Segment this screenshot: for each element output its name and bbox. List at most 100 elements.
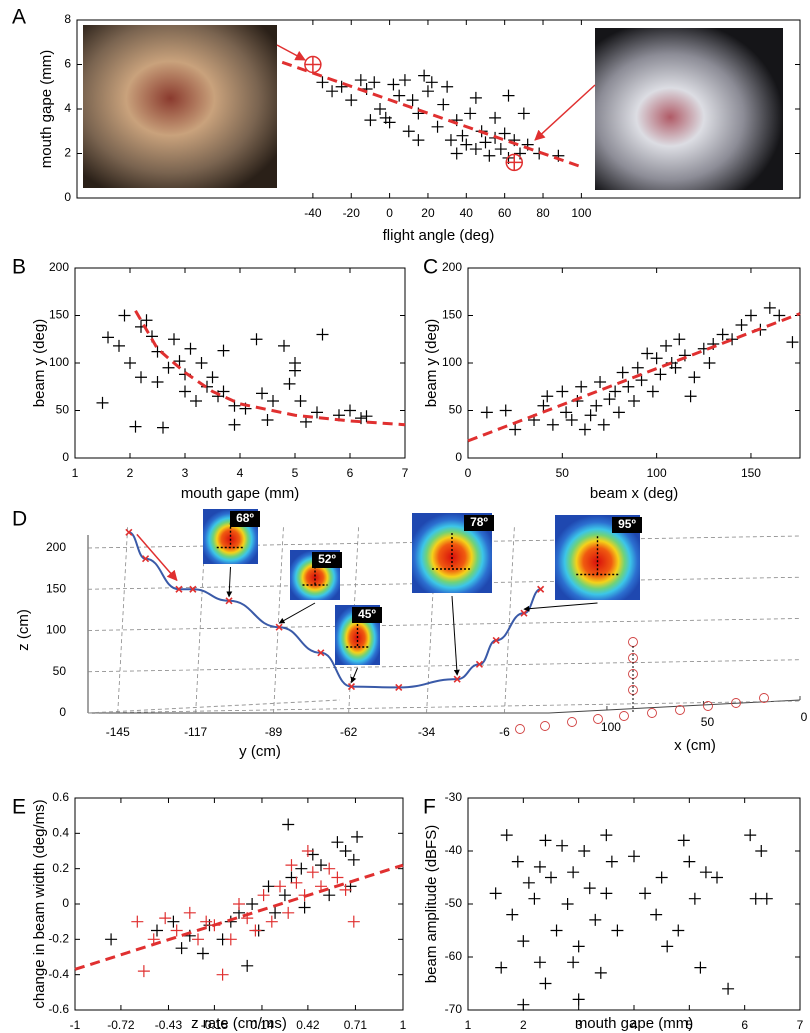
x-tick-label: 4 [237,466,244,480]
y-tick-label: 200 [49,260,69,274]
data-point [183,906,196,919]
y-tick-label: -0.2 [48,932,69,946]
bat-photo [83,25,277,188]
x-tick-label: 6 [741,1018,748,1032]
data-point [556,385,569,398]
data-point [96,396,109,409]
data-point [347,853,360,866]
data-point [594,966,607,979]
inset-arrow [278,602,316,624]
y-tick-label: 8 [64,12,71,26]
microphone [703,701,713,711]
beam-axes [576,536,619,576]
panel-label: D [12,508,27,531]
data-point [228,418,241,431]
data-point [300,415,312,428]
z-tick-label: 0 [59,705,66,719]
x-tick-label: 0.71 [344,1018,368,1032]
data-point [224,933,237,946]
data-point [285,871,298,884]
data-point [763,301,776,314]
data-point [583,882,596,895]
x-tick-label: 50 [556,466,570,480]
data-point [688,892,701,905]
data-point [102,331,114,344]
data-point [773,309,786,322]
grid-line [504,524,515,714]
y-tick-label: -145 [106,725,130,739]
microphone [593,714,603,724]
data-point [694,961,707,974]
data-point [262,880,275,893]
beam-axes [302,562,328,586]
data-point [572,940,585,953]
data-point [565,414,578,426]
grid-line [273,524,284,714]
data-point [212,390,224,403]
y-tick-label: 0.2 [52,861,69,875]
y-tick-label: -0.4 [48,967,69,981]
y-axis-label: change in beam width (deg/ms) [31,799,48,1008]
x-tick-label: -0.72 [107,1018,135,1032]
data-point [316,328,329,341]
data-point [278,889,291,902]
data-point [639,887,652,900]
x-tick-label: 3 [575,1018,582,1032]
y-tick-label: 2 [64,146,71,160]
data-point [200,915,213,928]
inset-label-box [352,607,382,623]
data-point [387,78,400,91]
data-point [603,393,616,406]
data-point [261,414,274,426]
data-point [561,898,574,910]
trajectory-point [189,585,197,593]
data-point [539,834,552,847]
data-point [450,147,463,160]
x-tick-label: 2 [127,466,134,480]
microphone [567,717,577,727]
data-point [483,149,496,162]
x-tick-label: 3 [182,466,189,480]
data-point [360,410,373,423]
data-point [749,892,762,905]
y-tick-label: -6 [499,725,510,739]
data-point [374,103,387,115]
panel-label: E [12,796,26,819]
y-tick-label: -0.6 [48,1002,69,1016]
data-point [355,412,367,425]
trajectory-point [453,675,461,683]
y-tick-label: 100 [442,355,462,369]
y-axis-label: mouth gape (mm) [38,50,55,168]
arrow [534,84,596,141]
x-axis-label: beam x (deg) [590,485,678,502]
inset-label-box [612,517,642,533]
data-point [699,866,712,879]
data-point [650,908,663,921]
data-point [282,906,295,919]
data-point [444,134,457,147]
data-point [298,901,311,914]
data-point [646,385,659,398]
data-point [594,376,607,388]
data-point [786,336,799,349]
y-tick-label: 0 [455,450,462,464]
x-tick-label: 50 [701,715,715,729]
data-point [517,935,530,948]
data-point [683,855,696,868]
data-point [469,91,482,104]
data-point [755,845,768,857]
x-tick-label: 4 [631,1018,638,1032]
data-point [600,829,613,842]
data-point [528,892,541,905]
data-point [131,915,144,928]
data-point [196,947,209,960]
x-tick-label: -0.43 [155,1018,183,1032]
inset-label: 95º [618,517,636,531]
data-point [669,361,682,374]
data-point [335,80,348,93]
data-point [489,887,502,900]
data-point [744,829,757,842]
arrow [276,44,306,61]
y-axis-label: y (cm) [239,743,281,760]
x-axis-label: z rate (cm/ms) [191,1015,287,1032]
